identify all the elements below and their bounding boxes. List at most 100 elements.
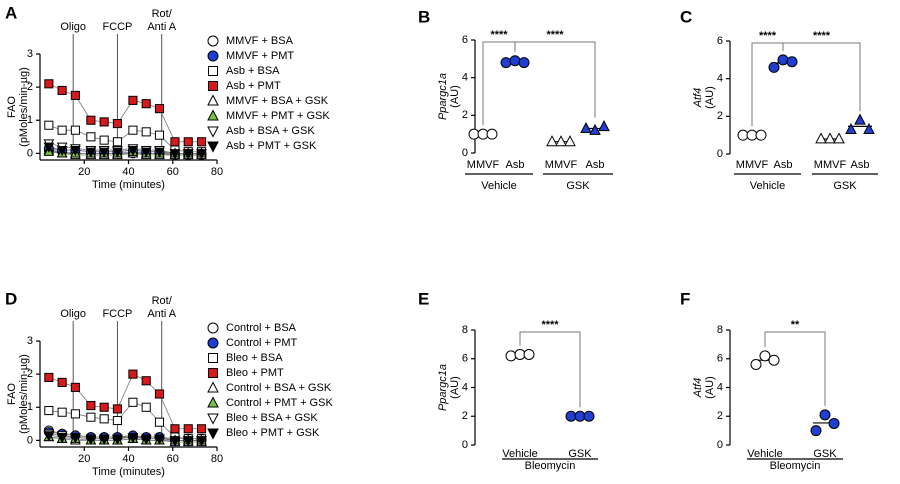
x-tick-label: 80 <box>211 166 223 178</box>
marker <box>598 120 610 132</box>
y-tick-label: 6 <box>717 353 723 365</box>
marker <box>140 434 152 445</box>
y-tick-label: 2 <box>717 110 723 122</box>
legend-label: Asb + BSA + GSK <box>226 125 315 137</box>
marker <box>169 149 181 160</box>
marker <box>85 434 97 445</box>
y-tick-label: 2 <box>462 109 468 121</box>
marker <box>182 436 194 447</box>
y-tick-label: 2 <box>462 410 468 422</box>
significance-label: **** <box>813 30 831 42</box>
marker <box>98 147 110 158</box>
x-tick-label: MMVF <box>814 159 847 171</box>
legend-marker <box>207 109 219 121</box>
legend-label: MMVF + BSA <box>226 35 294 47</box>
x-tick-label: Asb <box>851 159 870 171</box>
y-axis-label: (pMoles/min-µg) <box>18 67 30 147</box>
marker <box>863 122 875 135</box>
legend-label: MMVF + PMT <box>226 50 294 62</box>
panel-label: F <box>680 289 690 308</box>
y-tick-label: 0 <box>717 439 723 451</box>
y-axis-label: (AU) <box>449 376 461 399</box>
panel-label: E <box>418 289 429 308</box>
y-tick-label: 8 <box>717 324 723 336</box>
marker <box>127 145 139 157</box>
x-tick-label: 60 <box>167 453 179 465</box>
marker <box>154 417 165 427</box>
legend-marker <box>207 126 219 138</box>
panel-label: C <box>680 7 692 26</box>
legend-marker <box>207 381 219 393</box>
marker <box>755 129 767 141</box>
marker <box>44 372 54 382</box>
injection-label: Anti A <box>147 308 176 320</box>
group-label: GSK <box>833 180 857 192</box>
group-label: Bleomycin <box>525 460 576 472</box>
marker <box>824 132 836 144</box>
marker <box>810 425 822 437</box>
marker <box>854 113 866 125</box>
marker <box>140 147 152 158</box>
marker <box>128 95 138 105</box>
y-tick-label: 6 <box>462 353 468 365</box>
marker <box>99 402 109 412</box>
marker <box>777 54 789 66</box>
injection-label: FCCP <box>102 21 132 33</box>
marker <box>768 61 780 73</box>
panel-label: B <box>418 7 430 26</box>
marker <box>56 432 68 444</box>
marker <box>86 115 96 125</box>
injection-label: Oligo <box>60 21 86 33</box>
legend-label: Bleo + PMT + GSK <box>226 427 320 439</box>
marker <box>183 137 193 147</box>
marker <box>112 404 122 414</box>
marker <box>828 417 840 429</box>
x-tick-label: 40 <box>122 453 134 465</box>
legend-marker <box>207 337 219 349</box>
marker <box>196 424 207 434</box>
significance-bracket <box>751 42 784 127</box>
y-axis-label: (AU) <box>704 376 716 399</box>
significance-label: **** <box>541 319 559 331</box>
y-tick-label: 0 <box>27 147 33 159</box>
marker <box>154 434 165 445</box>
y-tick-label: 4 <box>462 381 468 393</box>
marker <box>127 432 139 444</box>
marker <box>183 424 193 434</box>
marker <box>154 130 165 140</box>
x-tick-label: MMVF <box>467 159 500 171</box>
legend-label: Bleo + PMT <box>226 367 284 379</box>
y-axis-label: Ppargc1a <box>437 364 449 411</box>
marker <box>170 424 180 434</box>
marker <box>141 376 151 386</box>
legend-label: Asb + BSA <box>226 65 280 77</box>
y-axis-label: (AU) <box>704 86 716 109</box>
legend-label: Control + BSA <box>226 322 297 334</box>
marker <box>169 436 181 447</box>
marker <box>583 410 595 422</box>
y-axis-label: FAO <box>6 383 18 405</box>
marker <box>57 407 67 417</box>
legend-marker <box>208 66 218 76</box>
legend-marker <box>207 396 219 408</box>
significance-bracket <box>519 331 581 408</box>
x-tick-label: 80 <box>211 453 223 465</box>
significance-label: **** <box>759 30 777 42</box>
marker <box>128 397 138 407</box>
legend-marker <box>207 141 219 153</box>
significance-bracket <box>482 41 516 126</box>
injection-label: Rot/ <box>152 295 173 307</box>
marker <box>505 350 517 362</box>
marker <box>128 125 138 135</box>
legend-marker <box>207 428 219 440</box>
y-axis-label: Atf4 <box>692 378 704 399</box>
marker <box>70 382 80 392</box>
marker <box>154 389 165 399</box>
marker <box>70 145 81 157</box>
legend-label: Control + BSA + GSK <box>226 382 332 394</box>
marker <box>196 149 207 160</box>
y-tick-label: 3 <box>27 48 33 60</box>
y-tick-label: 4 <box>717 381 723 393</box>
marker <box>196 436 207 447</box>
legend-label: Bleo + BSA + GSK <box>226 412 318 424</box>
